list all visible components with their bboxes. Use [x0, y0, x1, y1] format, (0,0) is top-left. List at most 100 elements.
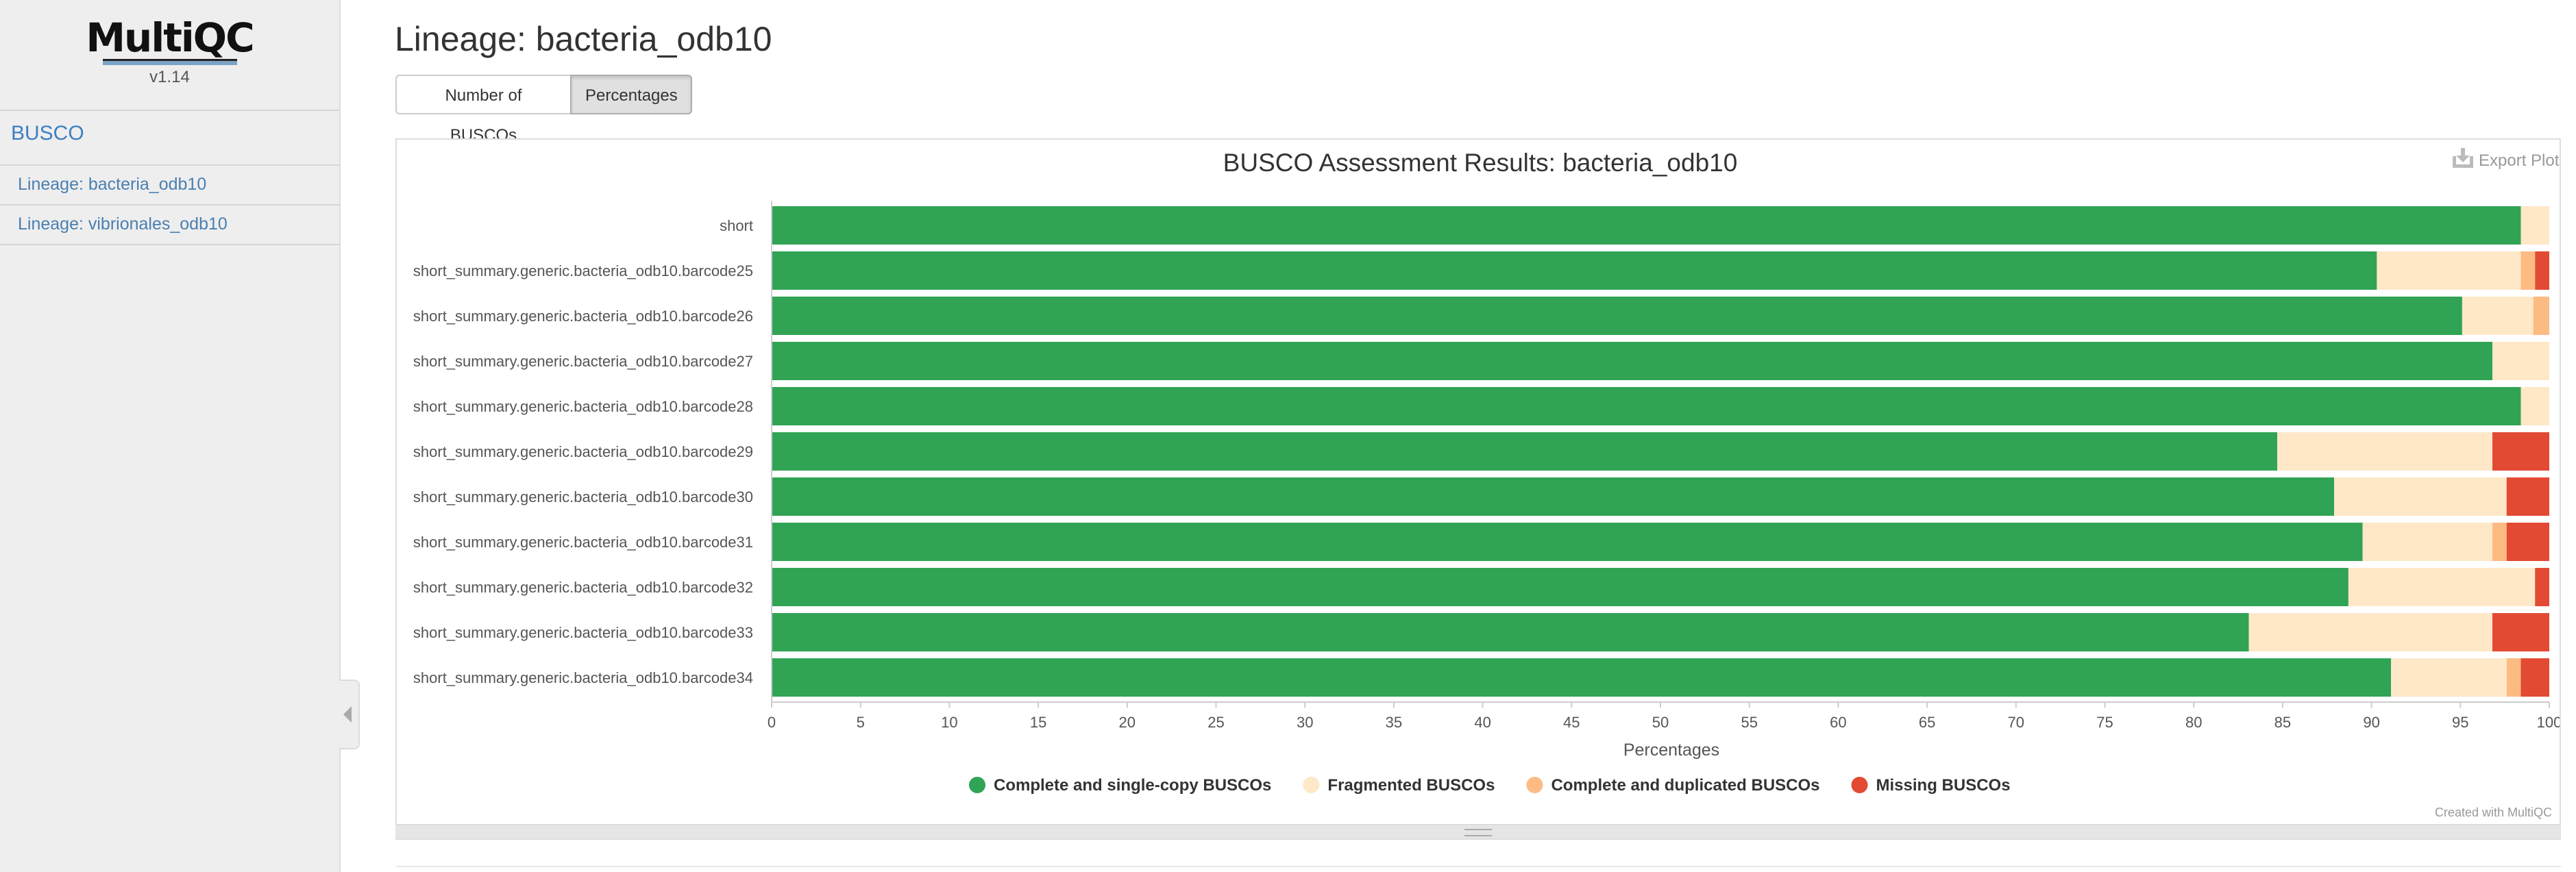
bar-segment[interactable] — [2506, 658, 2521, 697]
x-tick-label: 85 — [2274, 714, 2291, 731]
grip-icon — [1464, 829, 1492, 836]
x-tick-label: 5 — [857, 714, 865, 731]
category-label: short_summary.generic.bacteria_odb10.bar… — [413, 534, 753, 551]
bar-segment[interactable] — [772, 568, 2348, 606]
x-tick-label: 70 — [2008, 714, 2024, 731]
category-label: short_summary.generic.bacteria_odb10.bar… — [413, 353, 753, 370]
x-tick-label: 60 — [1830, 714, 1846, 731]
bar-segment[interactable] — [2334, 477, 2507, 516]
bar-segment[interactable] — [772, 613, 2249, 651]
bar-segment[interactable] — [2492, 432, 2549, 471]
bar-segment[interactable] — [2362, 523, 2492, 561]
bar-segment[interactable] — [2533, 297, 2549, 335]
x-tick-label: 10 — [941, 714, 957, 731]
logo-underline — [102, 59, 237, 65]
x-tick-label: 20 — [1119, 714, 1136, 731]
x-axis-label: Percentages — [1623, 740, 1719, 760]
bar-segment[interactable] — [2492, 342, 2549, 380]
category-label: short_summary.generic.bacteria_odb10.bar… — [413, 579, 753, 596]
sidebar-item-lineage-vibrionales[interactable]: Lineage: vibrionales_odb10 — [18, 214, 228, 234]
x-tick-label: 100 — [2537, 714, 2560, 731]
bar-segment[interactable] — [772, 658, 2392, 697]
bar-segment[interactable] — [2492, 523, 2507, 561]
plot-toggle-group: Number of BUSCOs Percentages — [395, 75, 692, 145]
bar-segment[interactable] — [772, 387, 2521, 425]
legend-swatch — [1851, 777, 1868, 793]
x-tick-label: 25 — [1207, 714, 1224, 731]
percentages-button[interactable]: Percentages — [570, 75, 692, 114]
bar-segment[interactable] — [2520, 387, 2549, 425]
x-tick-label: 50 — [1652, 714, 1669, 731]
bar-segment[interactable] — [2277, 432, 2492, 471]
sidebar-item-busco[interactable]: BUSCO — [11, 122, 84, 145]
x-tick-label: 30 — [1297, 714, 1313, 731]
category-label: short_summary.generic.bacteria_odb10.bar… — [413, 308, 753, 325]
bar-segment[interactable] — [772, 432, 2278, 471]
legend-item[interactable]: Fragmented BUSCOs — [1303, 776, 1495, 795]
x-tick-label: 0 — [768, 714, 776, 731]
category-label: short_summary.generic.bacteria_odb10.bar… — [413, 262, 753, 279]
export-plot-button[interactable]: Export Plot — [2453, 148, 2560, 170]
export-plot-label: Export Plot — [2479, 151, 2560, 170]
chart-title: BUSCO Assessment Results: bacteria_odb10 — [1223, 149, 1738, 177]
chart-legend: Complete and single-copy BUSCOs Fragmente… — [969, 776, 2011, 795]
bar-segment[interactable] — [2535, 251, 2549, 290]
legend-label: Missing BUSCOs — [1876, 776, 2011, 795]
credit-label: Created with MultiQC — [2435, 806, 2552, 819]
busco-chart: BUSCO Assessment Results: bacteria_odb10… — [413, 148, 2560, 819]
category-label: short_summary.generic.bacteria_odb10.bar… — [413, 669, 753, 686]
bar-segment[interactable] — [2535, 568, 2549, 606]
sidebar-divider — [0, 110, 339, 111]
logo-text: MultiQC — [86, 14, 254, 61]
bar-segment[interactable] — [772, 477, 2335, 516]
bar-segment[interactable] — [2462, 297, 2534, 335]
bars-group — [772, 206, 2549, 697]
sidebar-divider — [0, 164, 339, 166]
bar-segment[interactable] — [772, 523, 2363, 561]
bar-segment[interactable] — [2391, 658, 2507, 697]
x-tick-label: 45 — [1563, 714, 1580, 731]
x-tick-label: 15 — [1030, 714, 1046, 731]
sidebar-divider — [0, 244, 339, 245]
legend-item[interactable]: Complete and duplicated BUSCOs — [1526, 776, 1820, 795]
legend-swatch — [969, 777, 985, 793]
bar-segment[interactable] — [2506, 477, 2549, 516]
bar-segment[interactable] — [772, 297, 2462, 335]
x-tick-label: 55 — [1741, 714, 1757, 731]
bar-segment[interactable] — [2520, 658, 2549, 697]
version-label: v1.14 — [149, 68, 190, 86]
bar-segment[interactable] — [2348, 568, 2536, 606]
section-divider — [395, 866, 2561, 867]
bar-segment[interactable] — [2520, 206, 2549, 245]
download-icon — [2453, 148, 2473, 168]
x-tick-label: 35 — [1386, 714, 1402, 731]
number-of-buscos-button[interactable]: Number of BUSCOs — [395, 75, 572, 145]
legend-label: Complete and duplicated BUSCOs — [1551, 776, 1819, 795]
x-tick-label: 65 — [1919, 714, 1935, 731]
bar-segment[interactable] — [2377, 251, 2521, 290]
multiqc-logo[interactable]: MultiQC v1.14 — [0, 16, 339, 87]
bar-segment[interactable] — [772, 342, 2492, 380]
sidebar-divider — [0, 204, 339, 205]
x-tick-label: 95 — [2452, 714, 2468, 731]
legend-item[interactable]: Complete and single-copy BUSCOs — [969, 776, 1271, 795]
x-tick-label: 90 — [2363, 714, 2379, 731]
legend-label: Fragmented BUSCOs — [1327, 776, 1495, 795]
bar-segment[interactable] — [2506, 523, 2549, 561]
sidebar: MultiQC v1.14 BUSCO Lineage: bacteria_od… — [0, 0, 341, 872]
bar-segment[interactable] — [2520, 251, 2536, 290]
x-tick-label: 75 — [2096, 714, 2113, 731]
plot-resize-handle[interactable] — [395, 824, 2561, 838]
bar-segment[interactable] — [772, 251, 2377, 290]
bar-segment[interactable] — [2248, 613, 2492, 651]
bar-segment[interactable] — [772, 206, 2521, 245]
category-label: short_summary.generic.bacteria_odb10.bar… — [413, 488, 753, 506]
sidebar-collapse-toggle[interactable] — [339, 680, 360, 749]
bar-segment[interactable] — [2492, 613, 2549, 651]
chevron-left-icon — [343, 706, 352, 723]
x-tick-label: 40 — [1474, 714, 1491, 731]
sidebar-item-lineage-bacteria[interactable]: Lineage: bacteria_odb10 — [18, 175, 207, 194]
legend-item[interactable]: Missing BUSCOs — [1851, 776, 2011, 795]
legend-label: Complete and single-copy BUSCOs — [994, 776, 1271, 795]
category-label: short_summary.generic.bacteria_odb10.bar… — [413, 624, 753, 641]
